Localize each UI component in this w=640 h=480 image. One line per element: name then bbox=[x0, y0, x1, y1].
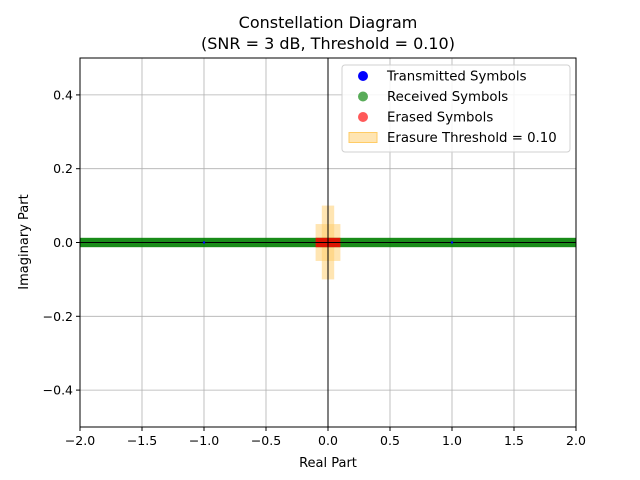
legend-marker-1 bbox=[358, 91, 368, 102]
transmitted-symbol-0 bbox=[202, 241, 206, 244]
y-tick-label-0: −0.4 bbox=[43, 383, 73, 398]
y-tick-label-1: −0.2 bbox=[43, 309, 73, 324]
x-tick-label-8: 2.0 bbox=[566, 433, 586, 448]
legend-box bbox=[341, 64, 571, 153]
legend: Transmitted Symbols Received Symbols Erase… bbox=[341, 64, 571, 153]
legend-marker-0 bbox=[358, 71, 368, 81]
y-axis-label: Imaginary Part bbox=[17, 194, 32, 289]
x-tick-label-5: 0.5 bbox=[380, 433, 400, 448]
y-tick-label-3: 0.2 bbox=[53, 161, 73, 176]
legend-label-1: Received Symbols bbox=[387, 90, 508, 105]
legend-label-3: Erasure Threshold = 0.10 bbox=[387, 131, 557, 146]
chart-subtitle: (SNR = 3 dB, Threshold = 0.10) bbox=[201, 34, 455, 53]
x-tick-label-4: 0.0 bbox=[318, 433, 338, 448]
y-tick-label-4: 0.4 bbox=[53, 87, 73, 102]
x-tick-label-3: −0.5 bbox=[251, 433, 281, 448]
plot-data bbox=[80, 58, 576, 427]
legend-marker-3 bbox=[348, 132, 378, 143]
legend-label-0: Transmitted Symbols bbox=[386, 70, 527, 85]
legend-marker-2 bbox=[358, 112, 368, 122]
x-tick-label-0: −2.0 bbox=[65, 433, 95, 448]
y-tick-label-2: 0.0 bbox=[53, 235, 73, 250]
chart-title: Constellation Diagram bbox=[239, 13, 418, 32]
transmitted-symbol-1 bbox=[450, 241, 454, 244]
axes: −2.0 −1.5 −1.0 −0.5 0.0 0.5 1.0 1.5 2.0 −0.4 −0.2 0… bbox=[43, 57, 586, 448]
x-axis-label: Real Part bbox=[299, 456, 357, 471]
x-tick-label-2: −1.0 bbox=[189, 433, 219, 448]
x-tick-label-1: −1.5 bbox=[127, 433, 157, 448]
x-tick-label-6: 1.0 bbox=[442, 433, 462, 448]
legend-label-2: Erased Symbols bbox=[387, 111, 493, 126]
x-tick-label-7: 1.5 bbox=[504, 433, 524, 448]
